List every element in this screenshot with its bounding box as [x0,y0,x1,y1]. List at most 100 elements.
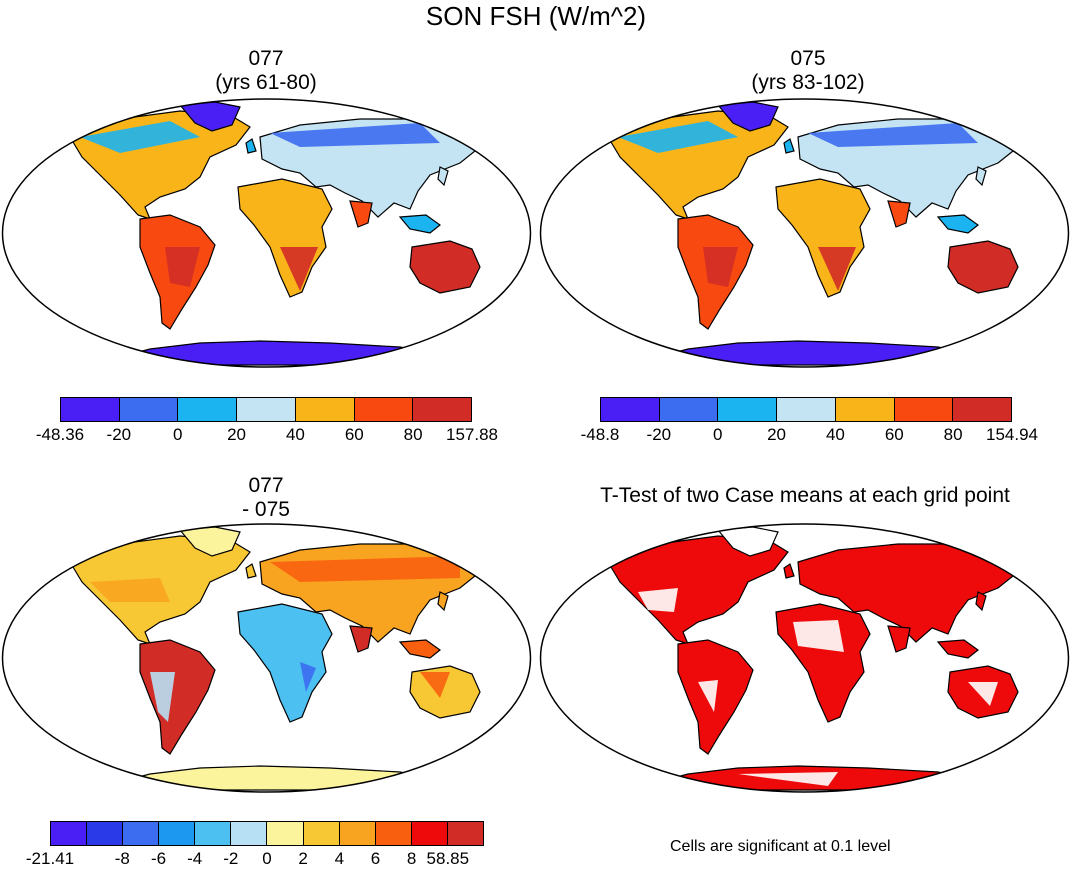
map-border [539,98,1070,368]
panel1-colorbar [60,397,472,422]
continent-seAsia [398,639,441,659]
colorbar-tick-label: -4 [187,849,203,868]
colorbar-tick-label: -6 [150,849,167,868]
continent-india [349,200,373,228]
colorbar-swatch [718,398,778,421]
colorbar-tick-label: 60 [884,425,904,444]
panel2-title-line2: (yrs 83-102) [751,71,865,94]
panel1-title-line1: 077 [248,47,284,70]
field-patch [698,680,718,712]
map-border [1,98,532,368]
figure-title: SON FSH (W/m^2) [425,1,647,31]
continent-japan [437,591,449,612]
colorbar-tick-label: -8 [114,849,130,868]
field-patch [638,588,678,612]
field-patch [618,121,738,153]
colorbar-swatch [354,398,414,421]
field-patch [968,682,998,706]
panel2-colorbar-ticks: -48.8 -20 0 20 40 60 80 154.94 [581,425,1038,447]
panel4-title: T-Test of two Case means at each grid po… [600,484,1010,507]
colorbar-tick-label: 20 [227,425,247,444]
colorbar-swatch [267,822,304,845]
field-patch [793,620,844,652]
panel3-colorbar [50,821,484,846]
map-border [1,523,532,793]
colorbar-tick-label: 154.94 [986,425,1038,444]
panel3-map [1,523,532,793]
continent-uk [783,138,795,154]
colorbar-tick-label: -48.36 [35,425,85,444]
panel2-colorbar [600,397,1012,422]
continent-japan [437,166,449,187]
field-patch [270,123,440,147]
colorbar-swatch [835,398,895,421]
field-patch [90,578,170,602]
continent-japan [975,591,987,612]
colorbar-swatch [123,822,160,845]
colorbar-tick-label: -20 [646,425,672,444]
colorbar-tick-label: -21.41 [25,849,75,868]
continent-uk [245,563,257,579]
continent-seAsia [936,214,979,234]
colorbar-tick-label: 157.88 [446,425,498,444]
panel1-colorbar-ticks: -48.36 -20 0 20 40 60 80 157.88 [36,425,498,447]
colorbar-swatch [601,398,660,421]
field-patch [80,121,200,153]
colorbar-tick-label: -2 [223,849,239,868]
colorbar-tick-label: 0 [712,425,723,444]
panel3-title-line2: - 075 [242,498,290,521]
panel1-map [1,98,532,368]
continent-southAmerica [139,639,216,755]
continent-india [887,625,911,653]
colorbar-tick-label: 4 [334,849,345,868]
colorbar-swatch [159,822,196,845]
continent-australia [947,240,1019,294]
field-patch [270,556,460,582]
colorbar-swatch [61,398,120,421]
field-patch [280,247,318,291]
colorbar-swatch [51,822,88,845]
continent-india [349,625,373,653]
colorbar-tick-label: 58.85 [426,849,470,868]
panel4-map [539,523,1070,793]
colorbar-tick-label: 8 [406,849,417,868]
panel3-colorbar-ticks: -21.41 -8 -6 -4 -2 0 2 4 6 8 58.85 [26,849,484,869]
colorbar-swatch [178,398,238,421]
continent-seAsia [398,214,441,234]
colorbar-swatch [237,398,296,421]
map-border [539,523,1070,793]
colorbar-swatch [339,822,376,845]
colorbar-swatch [375,822,412,845]
colorbar-tick-label: 40 [825,425,845,444]
colorbar-tick-label: 40 [285,425,305,444]
continent-india [887,200,911,228]
colorbar-tick-label: 80 [403,425,423,444]
colorbar-swatch [231,822,268,845]
panel2-map [539,98,1070,368]
colorbar-swatch [413,398,472,421]
panel2-title-line1: 075 [790,47,826,70]
continent-japan [975,166,987,187]
field-patch [150,672,175,722]
field-patch [738,772,838,786]
colorbar-tick-label: 0 [262,849,272,868]
field-patch [420,672,450,698]
colorbar-swatch [777,398,836,421]
colorbar-tick-label: 0 [172,425,183,444]
continent-seAsia [936,639,979,659]
colorbar-swatch [195,822,232,845]
field-patch [703,247,738,287]
continent-australia [409,240,481,294]
panel1-title-line2: (yrs 61-80) [215,71,317,94]
continent-uk [783,563,795,579]
panel3-title-line1: 077 [248,474,284,497]
colorbar-tick-label: -20 [106,425,132,444]
continent-africa [237,603,333,723]
field-patch [300,662,316,692]
continent-uk [245,138,257,154]
colorbar-swatch [894,398,954,421]
colorbar-swatch [659,398,719,421]
colorbar-swatch [119,398,179,421]
colorbar-tick-label: 6 [370,849,381,868]
colorbar-swatch [303,822,340,845]
